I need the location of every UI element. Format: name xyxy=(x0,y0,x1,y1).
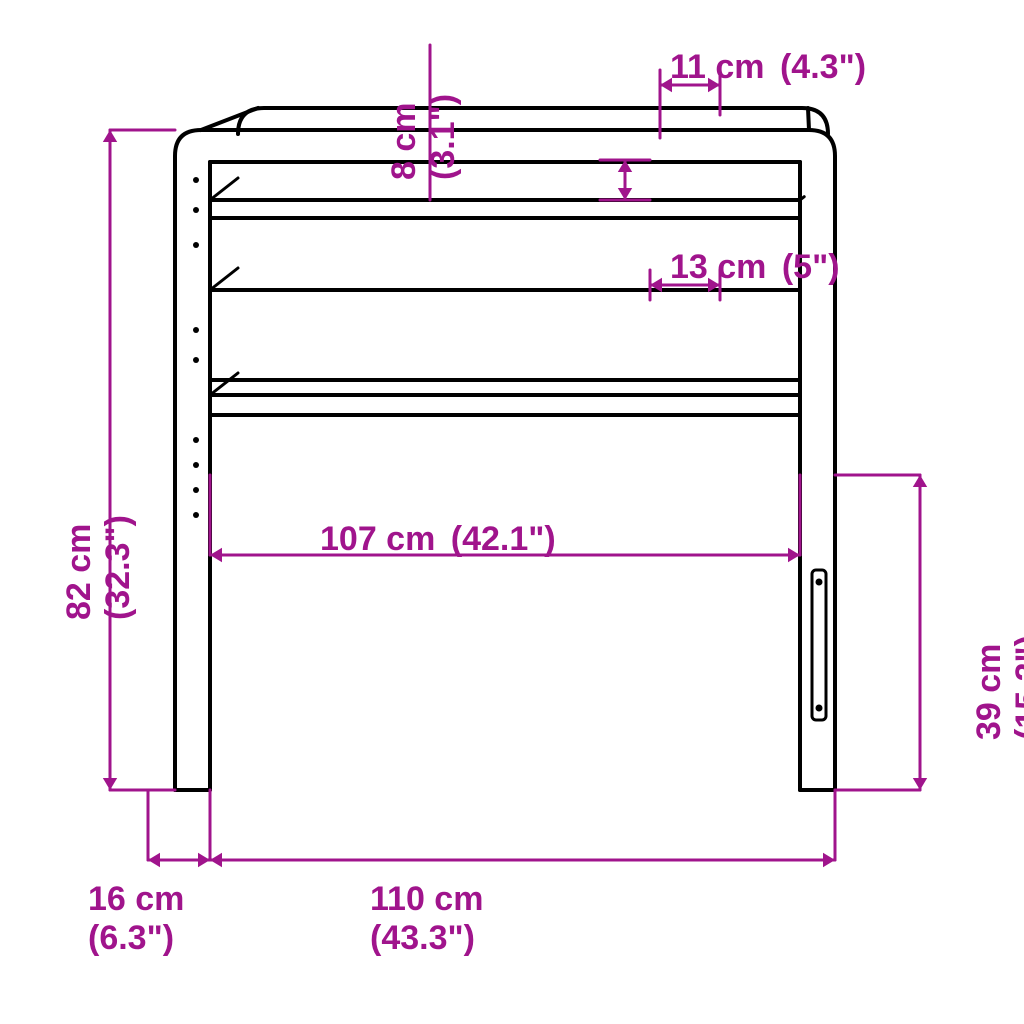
dim-shelf-depth-13: 13 cm (5") xyxy=(670,248,840,287)
dim-height-total: 82 cm (32.3") xyxy=(60,515,138,620)
dim-depth: 16 cm (6.3") xyxy=(88,880,184,958)
dim-shelf-gap-8: 8 cm (3.1") xyxy=(385,94,463,180)
dim-inner-width: 107 cm (42.1") xyxy=(320,520,556,559)
dim-top-depth-11: 11 cm (4.3") xyxy=(670,48,866,87)
dim-width-total: 110 cm (43.3") xyxy=(370,880,483,958)
dim-right-height: 39 cm (15.2") xyxy=(970,635,1024,740)
